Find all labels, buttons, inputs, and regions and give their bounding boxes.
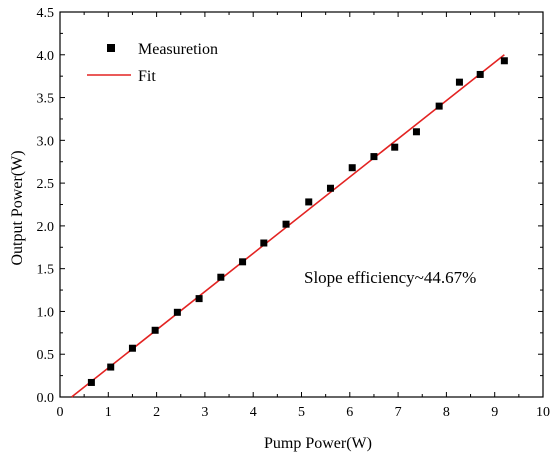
x-tick-label: 9 — [491, 405, 498, 420]
data-point — [260, 239, 268, 247]
y-tick-label: 2.0 — [37, 220, 55, 235]
y-axis: 0.0 0.5 1.0 1.5 2.0 2.5 3.0 3.5 4.0 4.5 — [37, 6, 543, 406]
legend: Measuretion Fit — [87, 41, 218, 85]
data-point — [476, 70, 484, 78]
y-tick-label: 2.5 — [37, 177, 55, 192]
x-tick-label: 4 — [250, 405, 257, 420]
data-point — [370, 153, 378, 161]
measurement-series — [87, 57, 508, 386]
y-tick-label: 1.0 — [37, 305, 55, 320]
x-tick-label: 7 — [395, 405, 402, 420]
x-tick-label: 3 — [201, 405, 208, 420]
x-tick-label: 5 — [298, 405, 305, 420]
data-point — [455, 78, 463, 86]
x-tick-label: 10 — [536, 405, 550, 420]
data-point — [128, 344, 136, 352]
x-tick-label: 8 — [443, 405, 450, 420]
x-axis-title: Pump Power(W) — [264, 435, 372, 452]
data-point — [87, 378, 95, 386]
y-tick-label: 3.0 — [37, 134, 55, 149]
y-tick-label: 0.5 — [37, 348, 55, 363]
y-tick-label: 4.0 — [37, 49, 55, 64]
x-tick-label: 1 — [105, 405, 112, 420]
y-tick-label: 4.5 — [37, 6, 55, 21]
data-point — [305, 198, 313, 206]
data-point — [151, 326, 159, 334]
data-point — [173, 308, 181, 316]
data-point — [500, 57, 508, 65]
plot-frame — [59, 11, 544, 398]
data-point — [195, 295, 203, 303]
plot-area — [59, 11, 544, 398]
data-point — [239, 258, 247, 266]
data-point — [217, 273, 225, 281]
y-axis-title: Output Power(W) — [9, 150, 26, 265]
data-point — [391, 143, 399, 151]
legend-marker-measuretion — [107, 44, 115, 52]
x-tick-label: 6 — [346, 405, 353, 420]
x-axis: 0 1 2 3 4 5 6 7 8 9 10 — [57, 12, 550, 420]
x-tick-label: 2 — [153, 405, 160, 420]
data-point — [282, 220, 290, 228]
x-tick-label: 0 — [57, 405, 64, 420]
data-point — [107, 363, 115, 371]
data-point — [412, 128, 420, 136]
y-tick-label: 3.5 — [37, 92, 55, 107]
legend-label-measuretion: Measuretion — [138, 41, 218, 58]
data-point — [348, 164, 356, 172]
legend-label-fit: Fit — [138, 68, 156, 85]
y-tick-label: 1.5 — [37, 263, 55, 278]
data-point — [435, 102, 443, 110]
y-tick-label: 0.0 — [37, 391, 55, 406]
slope-annotation: Slope efficiency~44.67% — [304, 268, 476, 287]
data-point — [326, 184, 334, 192]
